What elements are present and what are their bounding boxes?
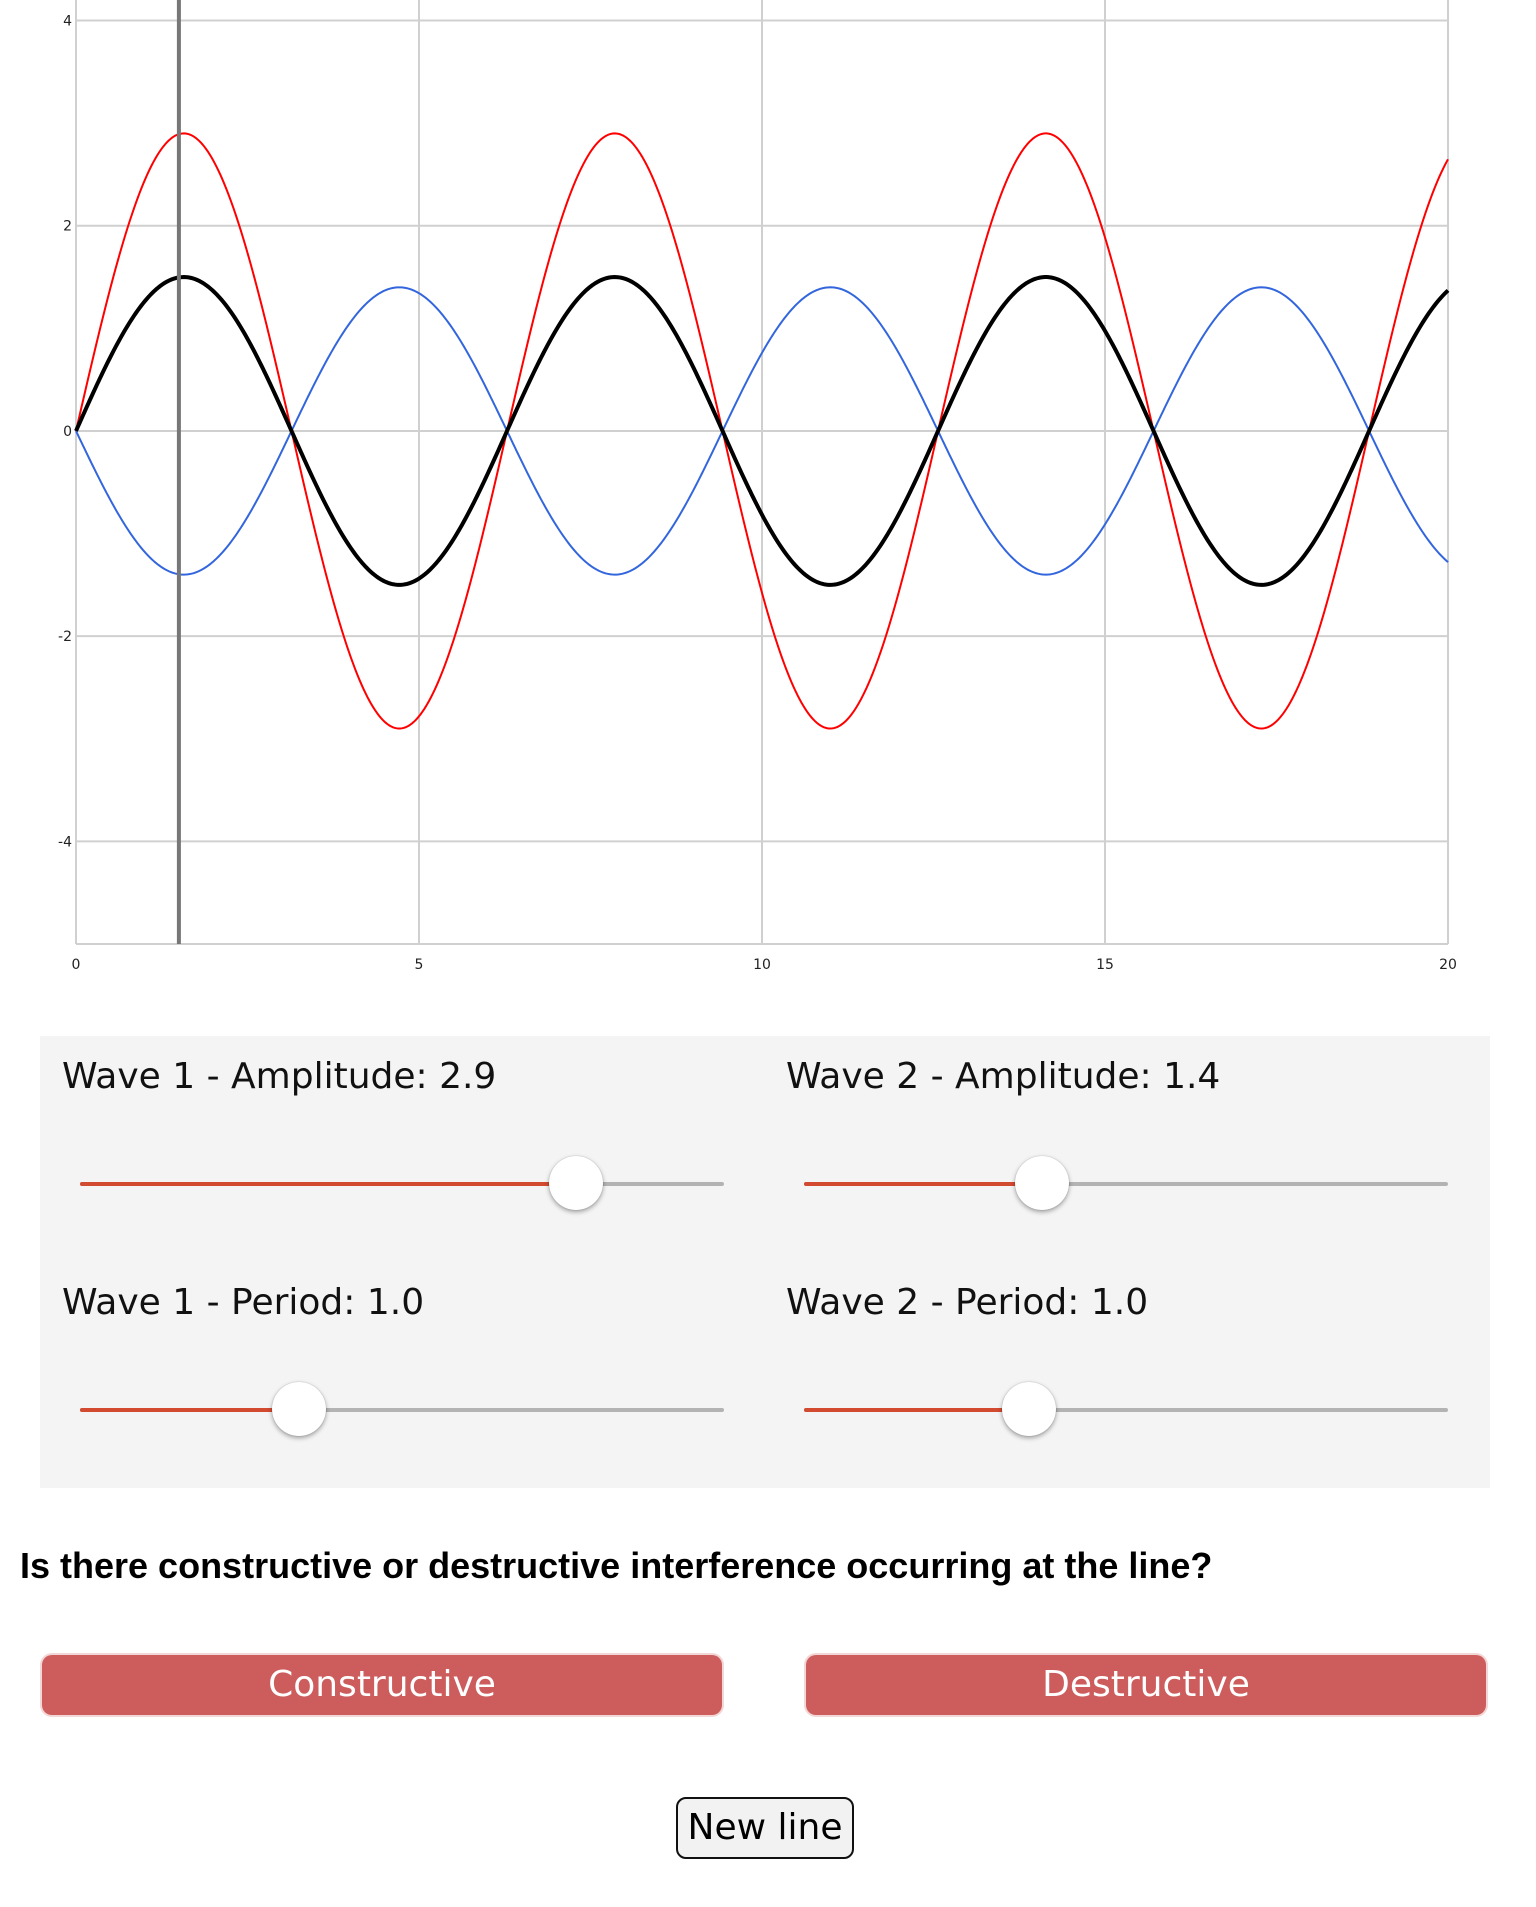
slider-knob[interactable] (271, 1382, 326, 1436)
x-tick-label: 15 (1096, 957, 1114, 973)
sum-wave-line (74, 275, 1450, 587)
wave1-period-slider[interactable] (80, 1380, 724, 1440)
destructive-button[interactable]: Destructive (806, 1655, 1486, 1715)
slider-track (804, 1182, 1448, 1186)
slider-track (804, 1408, 1448, 1412)
slider-knob[interactable] (548, 1156, 603, 1210)
x-tick-label: 5 (415, 957, 424, 973)
slider-knob[interactable] (1002, 1382, 1057, 1436)
y-tick-label: -4 (58, 834, 72, 850)
chart-series (74, 132, 1450, 730)
constructive-button[interactable]: Constructive (42, 1655, 722, 1715)
slider-fill (80, 1182, 576, 1186)
new-line-button[interactable]: New line (676, 1797, 854, 1859)
wave2-period-slider[interactable] (804, 1380, 1448, 1440)
wave2-amplitude-label: Wave 2 - Amplitude: 1.4 (786, 1056, 1221, 1097)
y-tick-label: 2 (63, 219, 72, 235)
controls-panel: Wave 1 - Amplitude: 2.9 Wave 2 - Amplitu… (40, 1036, 1490, 1488)
x-tick-label: 20 (1439, 957, 1457, 973)
wave1-line (75, 132, 1449, 730)
wave1-period-label: Wave 1 - Period: 1.0 (62, 1282, 425, 1323)
y-tick-label: 4 (63, 14, 72, 30)
wave2-amplitude-slider[interactable] (804, 1154, 1448, 1214)
wave1-amplitude-slider[interactable] (80, 1154, 724, 1214)
x-tick-label: 0 (72, 957, 81, 973)
slider-fill (804, 1182, 1043, 1186)
wave2-line (75, 286, 1449, 576)
y-tick-label: 0 (63, 424, 72, 440)
wave2-period-label: Wave 2 - Period: 1.0 (786, 1282, 1149, 1323)
slider-track (80, 1408, 724, 1412)
interference-question: Is there constructive or destructive int… (20, 1545, 1213, 1586)
slider-fill (80, 1408, 299, 1412)
x-tick-label: 10 (753, 957, 771, 973)
chart-grid (75, 0, 1449, 945)
slider-fill (804, 1408, 1030, 1412)
wave1-amplitude-label: Wave 1 - Amplitude: 2.9 (62, 1056, 497, 1097)
y-tick-label: -2 (58, 629, 72, 645)
slider-knob[interactable] (1015, 1156, 1070, 1210)
